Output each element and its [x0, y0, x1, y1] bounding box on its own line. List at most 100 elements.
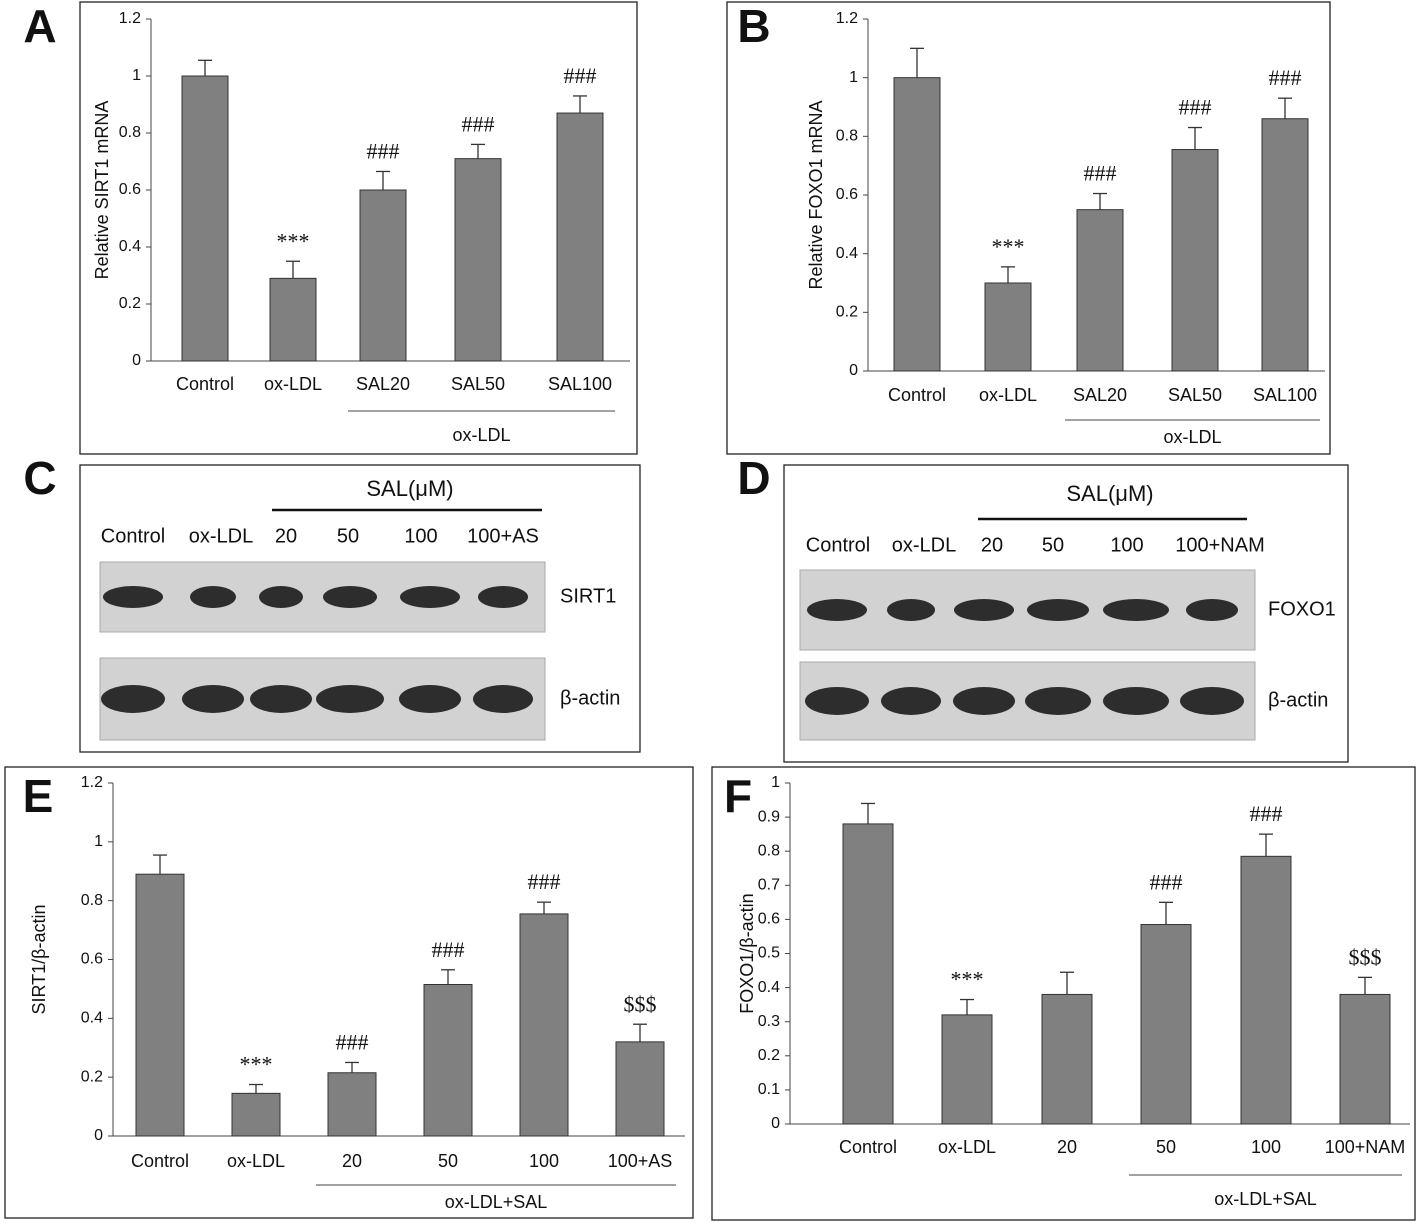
band — [807, 599, 867, 621]
band — [881, 687, 941, 715]
annotation: *** — [992, 234, 1025, 259]
y-axis-label: SIRT1/β-actin — [29, 904, 49, 1014]
annotation: *** — [277, 228, 310, 253]
bar — [327, 1072, 377, 1137]
y-axis-label: FOXO1/β-actin — [737, 893, 757, 1013]
annotation: ### — [1179, 95, 1212, 120]
lane-label: 100+AS — [467, 525, 539, 547]
lane-label: 100+NAM — [1175, 534, 1265, 556]
annotation: ### — [564, 63, 597, 88]
band — [399, 685, 461, 713]
y-tick-label: 1.2 — [119, 10, 141, 27]
bar — [984, 282, 1032, 372]
annotation: *** — [951, 967, 984, 992]
bar — [135, 873, 185, 1137]
x-tick-label: Control — [131, 1151, 189, 1171]
bar — [842, 823, 894, 1125]
y-tick-label: 0.1 — [758, 1081, 780, 1098]
y-tick-label: 0.6 — [119, 181, 141, 198]
y-tick-label: 0.8 — [758, 842, 780, 859]
bar — [359, 189, 407, 362]
annotation: ### — [367, 139, 400, 164]
lane-label: 20 — [981, 534, 1003, 556]
lane-label: 50 — [1042, 534, 1064, 556]
y-tick-label: 0.6 — [836, 186, 858, 203]
annotation: ### — [1250, 801, 1283, 826]
y-tick-label: 0 — [849, 362, 858, 379]
y-axis-label: Relative FOXO1 mRNA — [806, 100, 826, 289]
y-tick-label: 1.2 — [836, 10, 858, 27]
band — [1103, 687, 1169, 715]
band — [323, 586, 377, 608]
x-tick-label: Control — [839, 1137, 897, 1157]
x-tick-label: SAL100 — [1253, 385, 1317, 405]
y-tick-label: 0 — [771, 1115, 780, 1132]
annotation: ### — [1150, 869, 1183, 894]
row-label: β-actin — [560, 687, 620, 709]
panel-letter: A — [23, 0, 56, 52]
bar — [1041, 993, 1093, 1125]
row-label: SIRT1 — [560, 585, 616, 607]
band — [805, 687, 869, 715]
bar — [231, 1092, 281, 1137]
panel-box — [783, 464, 1349, 763]
annotation: ### — [1084, 161, 1117, 186]
x-tick-label: 100+AS — [608, 1151, 673, 1171]
band — [1025, 687, 1091, 715]
bar — [519, 913, 569, 1137]
band — [182, 685, 244, 713]
y-tick-label: 0.4 — [758, 979, 780, 996]
y-tick-label: 1 — [94, 833, 103, 850]
band — [101, 685, 165, 713]
bar — [269, 277, 317, 362]
panel-letter: D — [737, 452, 770, 504]
y-tick-label: 0 — [132, 352, 141, 369]
blot-header: SAL(μM) — [1066, 481, 1153, 506]
band — [1027, 599, 1089, 621]
x-tick-label: SAL50 — [1168, 385, 1222, 405]
row-label: FOXO1 — [1268, 598, 1336, 620]
annotation: *** — [240, 1052, 273, 1077]
y-tick-label: 0.2 — [758, 1047, 780, 1064]
y-tick-label: 0.4 — [836, 245, 858, 262]
y-tick-label: 0.4 — [119, 238, 141, 255]
lane-label: 50 — [337, 525, 359, 547]
bar — [941, 1014, 993, 1125]
panel-letter: E — [23, 770, 54, 822]
panel-box — [79, 464, 641, 753]
bar — [893, 77, 941, 372]
band — [190, 586, 236, 608]
band — [478, 586, 528, 608]
x-tick-label: Control — [888, 385, 946, 405]
x-tick-label: ox-LDL — [938, 1137, 996, 1157]
x-tick-label: ox-LDL — [979, 385, 1037, 405]
panel-box — [711, 766, 1416, 1221]
band — [954, 599, 1014, 621]
band — [103, 586, 163, 608]
annotation: ### — [432, 937, 465, 962]
band — [1186, 599, 1238, 621]
y-tick-label: 1 — [132, 67, 141, 84]
x-tick-label: ox-LDL — [227, 1151, 285, 1171]
group-label: ox-LDL+SAL — [445, 1192, 548, 1212]
y-tick-label: 0.4 — [81, 1010, 103, 1027]
y-tick-label: 0.6 — [758, 911, 780, 928]
lane-label: 100 — [404, 525, 437, 547]
panel-letter: B — [737, 0, 770, 52]
x-tick-label: 100+NAM — [1325, 1137, 1406, 1157]
y-tick-label: 0.2 — [836, 304, 858, 321]
band — [259, 586, 303, 608]
bar — [181, 75, 229, 362]
bar — [423, 984, 473, 1137]
band — [1103, 599, 1169, 621]
lane-label: ox-LDL — [189, 525, 253, 547]
y-tick-label: 0.2 — [81, 1068, 103, 1085]
y-tick-label: 1 — [771, 774, 780, 791]
x-tick-label: Control — [176, 374, 234, 394]
bar — [1240, 855, 1292, 1125]
annotation: ### — [1269, 65, 1302, 90]
y-tick-label: 0.8 — [836, 128, 858, 145]
group-label: ox-LDL — [1163, 427, 1221, 447]
bar — [1171, 149, 1219, 372]
